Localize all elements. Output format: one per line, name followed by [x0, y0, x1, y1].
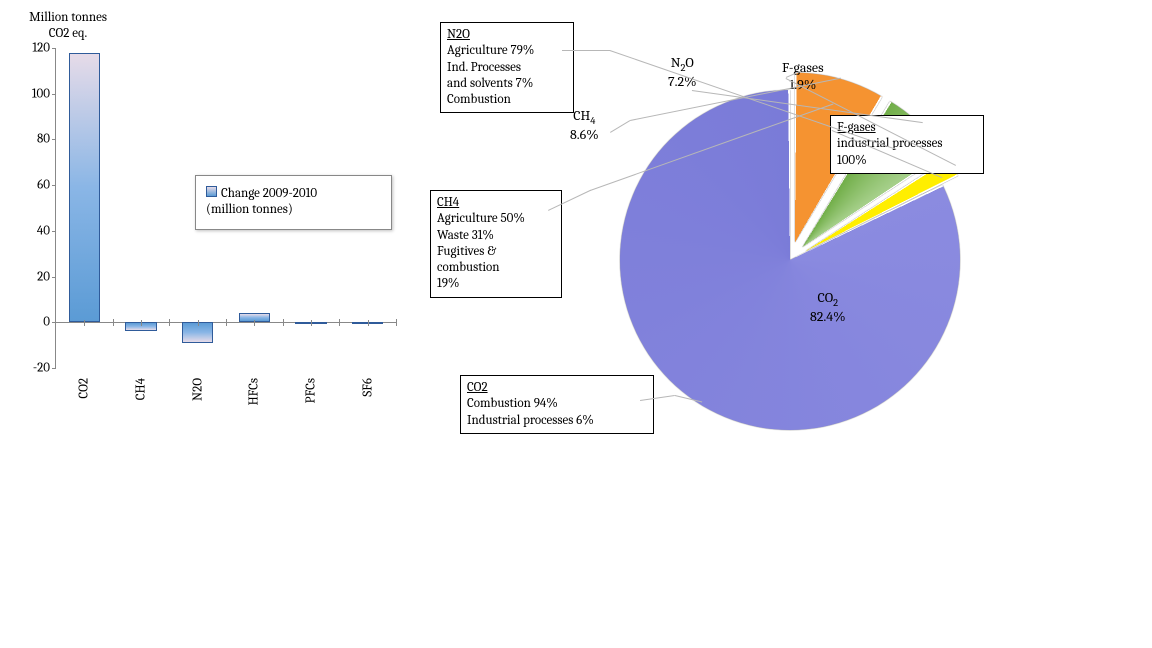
legend-text: Change 2009-2010(million tonnes) [206, 186, 317, 217]
y-tick-label: -20 [16, 361, 50, 376]
pie-chart: CH48.6%N2O7.2%F-gases1.9%CO282.4%N2OAgri… [440, 0, 1140, 540]
x-tick-label: CO2 [77, 378, 92, 438]
y-tick-label: 40 [16, 223, 50, 238]
leader-line [562, 50, 610, 51]
bar-chart: Million tonnesCO2 eq. -20 0 20 40 60 80 100 120… [0, 0, 420, 480]
y-tick-label: 0 [16, 315, 50, 330]
pie-slice-label: CO282.4% [810, 290, 846, 326]
y-axis-title: Million tonnesCO2 eq. [18, 10, 118, 41]
y-tick-label: 60 [16, 178, 50, 193]
x-tick-label: CH4 [134, 378, 149, 438]
x-tick-label: N2O [190, 378, 205, 438]
y-tick-label: 100 [16, 86, 50, 101]
x-tick-label: PFCs [304, 378, 319, 438]
callout-box: F-gasesindustrial processes100% [830, 115, 984, 174]
callout-box: N2OAgriculture 79%Ind. Processesand solv… [440, 22, 574, 113]
y-tick-label: 120 [16, 41, 50, 56]
y-tick-label: 80 [16, 132, 50, 147]
callout-box: CO2Combustion 94%Industrial processes 6% [460, 375, 654, 434]
bar-legend: Change 2009-2010(million tonnes) [195, 175, 392, 230]
x-tick-label: SF6 [360, 378, 375, 438]
legend-swatch-icon [206, 186, 217, 197]
bar-co2 [69, 53, 100, 323]
x-tick-label: HFCs [247, 378, 262, 438]
pie-slice-label: N2O7.2% [668, 55, 697, 91]
pie-slice-label: CH48.6% [570, 108, 599, 144]
callout-box: CH4Agriculture 50%Waste 31%Fugitives &co… [430, 190, 562, 298]
y-tick-label: 20 [16, 269, 50, 284]
